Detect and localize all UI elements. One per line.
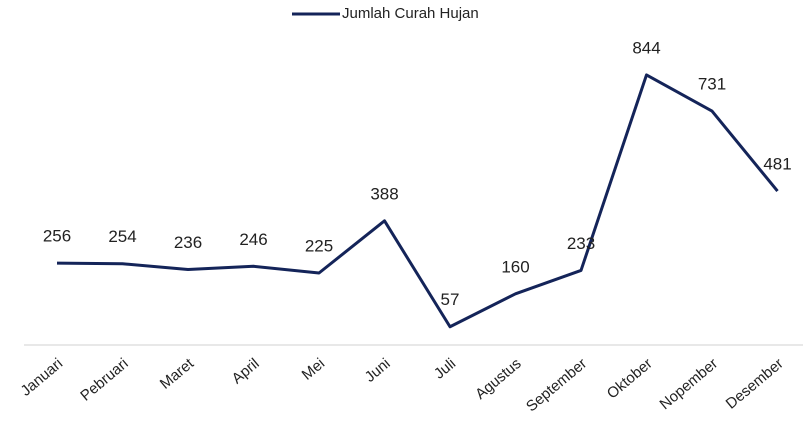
data-label: 481	[763, 155, 791, 174]
line	[56, 73, 779, 329]
data-label: 254	[108, 227, 136, 246]
data-label: 256	[43, 227, 71, 246]
x-tick-label: Maret	[157, 355, 198, 393]
data-label: 246	[239, 230, 267, 249]
x-tick-label: Oktober	[604, 355, 656, 402]
x-tick-label: Pebruari	[77, 355, 131, 404]
legend-label: Jumlah Curah Hujan	[342, 5, 479, 22]
x-tick-label: April	[229, 355, 263, 387]
data-label: 57	[441, 290, 460, 309]
data-label: 225	[305, 236, 333, 255]
data-label: 236	[174, 233, 202, 252]
x-tick-label: Juni	[362, 355, 394, 386]
data-label: 388	[370, 184, 398, 203]
data-label: 844	[632, 38, 660, 57]
x-tick-label: Nopember	[657, 355, 722, 413]
x-tick-label: September	[523, 355, 590, 415]
data-label: 160	[501, 257, 529, 276]
x-tick-label: Januari	[18, 355, 67, 400]
data-label: 731	[698, 75, 726, 94]
x-tick-label: Agustus	[472, 355, 524, 403]
x-tick-label: Juli	[431, 355, 459, 382]
x-tick-label: Desember	[723, 355, 787, 413]
data-label: 233	[567, 234, 595, 253]
x-tick-label: Mei	[299, 355, 328, 384]
